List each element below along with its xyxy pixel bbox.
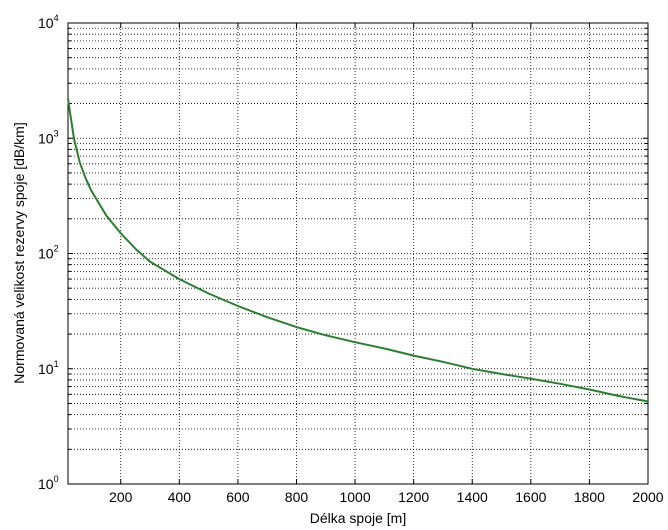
series-line <box>67 98 649 403</box>
x-tick-labels: 200 400 600 800 1000 1200 1400 1600 1800 2000 <box>109 489 664 505</box>
x-axis-label: Délka spoje [m] <box>310 510 406 526</box>
y-tick-labels: 100 101 102 103 104 <box>38 13 59 492</box>
x-tick-label: 1000 <box>339 489 370 505</box>
grid <box>68 23 648 484</box>
x-tick-label: 1400 <box>457 489 488 505</box>
x-tick-label: 1200 <box>398 489 429 505</box>
y-tick-label: 103 <box>38 128 59 146</box>
y-tick-label: 104 <box>38 13 59 31</box>
axis-ticks <box>68 23 649 484</box>
x-tick-label: 400 <box>168 489 192 505</box>
y-tick-label: 101 <box>38 359 59 377</box>
series-layer <box>67 98 649 403</box>
x-tick-label: 800 <box>285 489 309 505</box>
x-tick-label: 200 <box>109 489 133 505</box>
x-tick-label: 600 <box>226 489 250 505</box>
y-tick-label: 100 <box>38 474 59 492</box>
y-axis-label: Normovaná velikost rezervy spoje [dB/km] <box>11 122 27 383</box>
y-tick-label: 102 <box>38 244 59 262</box>
x-tick-label: 1600 <box>515 489 546 505</box>
x-tick-label: 1800 <box>574 489 605 505</box>
x-tick-label: 2000 <box>632 489 663 505</box>
